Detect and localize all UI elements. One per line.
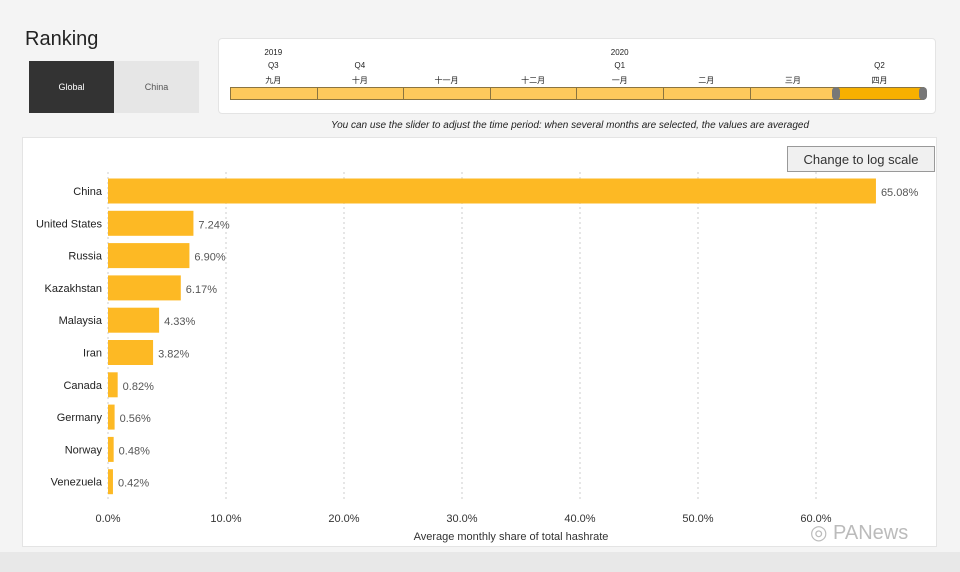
bar-kazakhstan bbox=[108, 275, 181, 301]
month-label: 九月 bbox=[265, 76, 282, 85]
bar-malaysia bbox=[108, 307, 160, 333]
month-label: 一月 bbox=[611, 76, 628, 85]
quarter-label: Q3 bbox=[267, 61, 279, 70]
x-tick-label: 10.0% bbox=[210, 513, 241, 525]
china-toggle[interactable]: China bbox=[114, 61, 199, 113]
slider-hint: You can use the slider to adjust the tim… bbox=[330, 120, 810, 131]
bar-russia bbox=[108, 243, 190, 269]
data-label: 3.82% bbox=[158, 349, 189, 361]
year-label: 2020 bbox=[610, 48, 629, 57]
global-toggle[interactable]: Global bbox=[29, 61, 114, 113]
quarter-label: Q1 bbox=[614, 61, 626, 70]
quarter-label: Q2 bbox=[874, 61, 885, 70]
year-label: 2019 bbox=[264, 48, 283, 57]
data-label: 0.48% bbox=[119, 445, 150, 457]
x-tick-label: 60.0% bbox=[800, 513, 831, 525]
data-label: 4.33% bbox=[164, 316, 195, 328]
category-label: Canada bbox=[63, 380, 102, 392]
category-label: Germany bbox=[57, 412, 103, 424]
month-label: 十二月 bbox=[521, 76, 546, 85]
log-scale-button[interactable]: Change to log scale bbox=[787, 146, 935, 172]
slider-handle[interactable] bbox=[832, 87, 841, 100]
category-label: Kazakhstan bbox=[45, 283, 102, 295]
month-label: 四月 bbox=[871, 76, 888, 85]
x-tick-label: 50.0% bbox=[682, 513, 713, 525]
data-label: 7.24% bbox=[198, 219, 229, 231]
watermark-text: PANews bbox=[833, 522, 909, 544]
bar-canada bbox=[108, 372, 118, 398]
data-label: 0.82% bbox=[123, 381, 154, 393]
x-tick-label: 30.0% bbox=[446, 513, 477, 525]
category-label: United States bbox=[36, 218, 103, 230]
chart-panel bbox=[22, 137, 937, 547]
category-label: China bbox=[73, 186, 103, 198]
bottom-bar bbox=[0, 552, 960, 572]
bar-germany bbox=[108, 404, 115, 430]
page-title: Ranking bbox=[25, 28, 99, 50]
time-slider[interactable]: 九月 十月 十一月 十二月 一月 二月 三月 四月 Q3 Q4 Q1 Q2 2019 2020 bbox=[218, 38, 936, 114]
category-label: Malaysia bbox=[59, 315, 103, 327]
data-label: 6.17% bbox=[186, 284, 217, 296]
x-tick-label: 0.0% bbox=[95, 513, 120, 525]
category-label: Iran bbox=[83, 348, 102, 360]
month-label: 十月 bbox=[351, 76, 368, 85]
quarter-label: Q4 bbox=[354, 61, 366, 70]
data-label: 65.08% bbox=[881, 187, 919, 199]
month-label: 十一月 bbox=[434, 76, 459, 85]
slider-handle[interactable] bbox=[918, 87, 927, 100]
data-label: 0.42% bbox=[118, 478, 149, 490]
bar-united-states bbox=[108, 210, 194, 236]
category-label: Venezuela bbox=[51, 477, 103, 489]
bar-venezuela bbox=[108, 469, 113, 495]
category-label: Russia bbox=[68, 251, 103, 263]
bar-iran bbox=[108, 340, 154, 365]
x-axis-label: Average monthly share of total hashrate bbox=[414, 531, 609, 543]
bar-norway bbox=[108, 436, 114, 462]
x-tick-label: 20.0% bbox=[328, 513, 359, 525]
month-label: 二月 bbox=[698, 76, 715, 85]
data-label: 6.90% bbox=[194, 252, 225, 264]
month-label: 三月 bbox=[784, 76, 801, 85]
x-tick-label: 40.0% bbox=[564, 513, 595, 525]
data-label: 0.56% bbox=[120, 413, 151, 425]
watermark: ◎ PANews bbox=[810, 522, 909, 544]
bar-china bbox=[108, 178, 876, 204]
category-label: Norway bbox=[65, 444, 103, 456]
